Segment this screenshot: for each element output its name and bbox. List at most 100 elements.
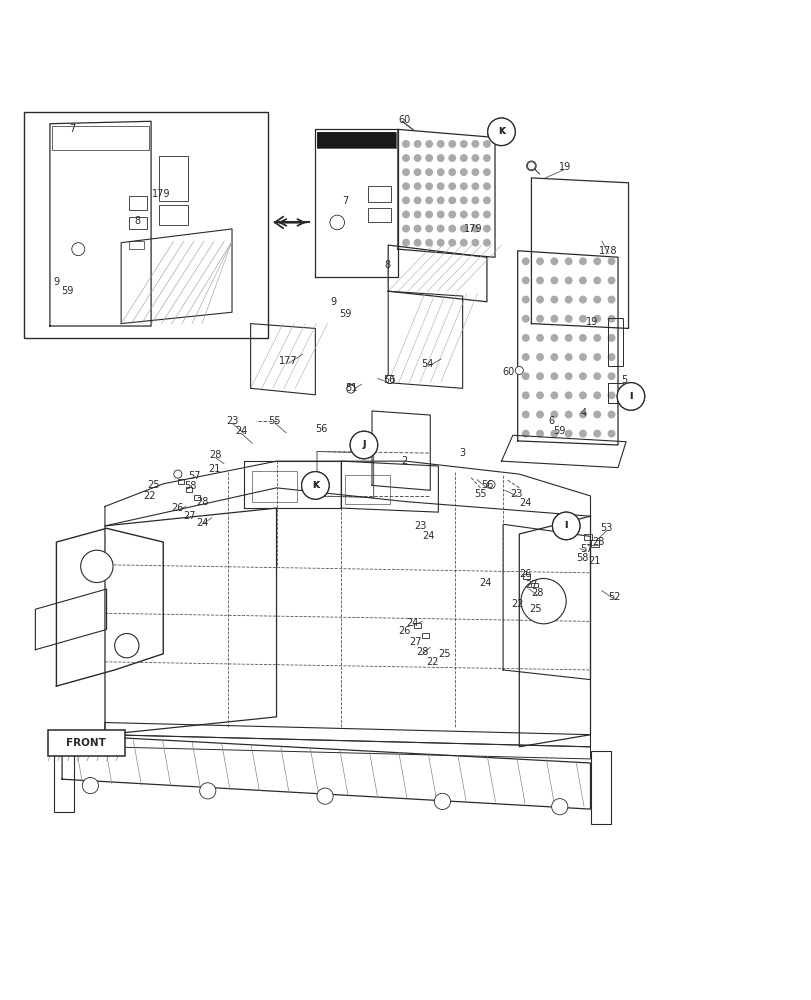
Circle shape xyxy=(579,430,586,437)
Circle shape xyxy=(564,373,571,379)
Circle shape xyxy=(460,183,466,189)
Circle shape xyxy=(551,392,557,399)
Text: 24: 24 xyxy=(519,498,531,508)
Text: K: K xyxy=(497,127,504,136)
Circle shape xyxy=(551,373,557,379)
Circle shape xyxy=(448,225,455,232)
Circle shape xyxy=(329,215,344,230)
Circle shape xyxy=(594,296,600,303)
Text: 55: 55 xyxy=(268,416,281,426)
Circle shape xyxy=(471,211,478,218)
Text: 21: 21 xyxy=(208,464,220,474)
Text: 24: 24 xyxy=(406,618,418,628)
Text: 28: 28 xyxy=(415,647,428,657)
Text: 23: 23 xyxy=(225,416,238,426)
Circle shape xyxy=(346,384,354,392)
Circle shape xyxy=(522,315,528,322)
Circle shape xyxy=(594,430,600,437)
Circle shape xyxy=(448,197,455,204)
Text: 25: 25 xyxy=(147,480,160,490)
Circle shape xyxy=(607,373,614,379)
Circle shape xyxy=(536,296,543,303)
Text: FRONT: FRONT xyxy=(67,738,106,748)
Circle shape xyxy=(425,211,431,218)
Circle shape xyxy=(402,211,409,218)
Circle shape xyxy=(564,335,571,341)
Circle shape xyxy=(579,258,586,265)
Text: 8: 8 xyxy=(384,260,390,270)
Text: 53: 53 xyxy=(600,523,612,533)
Circle shape xyxy=(448,169,455,175)
Circle shape xyxy=(616,383,644,410)
Circle shape xyxy=(437,155,444,161)
Circle shape xyxy=(385,375,393,383)
Circle shape xyxy=(594,354,600,360)
Circle shape xyxy=(515,366,523,375)
Text: J: J xyxy=(362,440,365,449)
Text: 56: 56 xyxy=(315,424,327,434)
Circle shape xyxy=(414,225,420,232)
Circle shape xyxy=(437,239,444,246)
Circle shape xyxy=(114,634,139,658)
Text: 7: 7 xyxy=(341,196,348,206)
Circle shape xyxy=(471,155,478,161)
Circle shape xyxy=(402,239,409,246)
Circle shape xyxy=(607,392,614,399)
Text: 58: 58 xyxy=(576,553,588,563)
Circle shape xyxy=(483,155,490,161)
Bar xyxy=(178,479,184,484)
Text: 55: 55 xyxy=(474,489,486,499)
Circle shape xyxy=(522,354,528,360)
Circle shape xyxy=(471,225,478,232)
Circle shape xyxy=(551,430,557,437)
Bar xyxy=(607,383,622,403)
Circle shape xyxy=(448,211,455,218)
Circle shape xyxy=(564,430,571,437)
Circle shape xyxy=(471,169,478,175)
Circle shape xyxy=(526,162,534,170)
Circle shape xyxy=(448,141,455,147)
Text: 57: 57 xyxy=(187,471,200,481)
Circle shape xyxy=(579,392,586,399)
Circle shape xyxy=(483,211,490,218)
Circle shape xyxy=(200,783,216,799)
Circle shape xyxy=(607,430,614,437)
Circle shape xyxy=(437,197,444,204)
Circle shape xyxy=(402,225,409,232)
Circle shape xyxy=(551,512,579,540)
Circle shape xyxy=(536,315,543,322)
Text: 28: 28 xyxy=(209,450,221,460)
Text: 27: 27 xyxy=(409,637,422,647)
Circle shape xyxy=(607,411,614,418)
Circle shape xyxy=(551,258,557,265)
Circle shape xyxy=(425,141,431,147)
Circle shape xyxy=(425,155,431,161)
Circle shape xyxy=(551,315,557,322)
Text: 52: 52 xyxy=(607,592,620,602)
Circle shape xyxy=(483,197,490,204)
Bar xyxy=(316,132,396,148)
Text: 9: 9 xyxy=(54,277,59,287)
Circle shape xyxy=(616,383,644,410)
Text: 23: 23 xyxy=(414,521,427,531)
Bar xyxy=(530,583,537,587)
Circle shape xyxy=(487,118,515,146)
Circle shape xyxy=(402,183,409,189)
Text: 22: 22 xyxy=(143,491,156,501)
Text: 25: 25 xyxy=(529,604,541,614)
Circle shape xyxy=(522,430,528,437)
Circle shape xyxy=(579,296,586,303)
Circle shape xyxy=(594,411,600,418)
Circle shape xyxy=(414,183,420,189)
Circle shape xyxy=(594,258,600,265)
Circle shape xyxy=(350,431,377,459)
Circle shape xyxy=(536,258,543,265)
Circle shape xyxy=(448,239,455,246)
Text: 24: 24 xyxy=(235,426,247,436)
Bar xyxy=(252,471,296,502)
Text: 2: 2 xyxy=(401,456,407,466)
Circle shape xyxy=(536,430,543,437)
Text: 51: 51 xyxy=(345,383,357,393)
Circle shape xyxy=(579,373,586,379)
Circle shape xyxy=(460,225,466,232)
